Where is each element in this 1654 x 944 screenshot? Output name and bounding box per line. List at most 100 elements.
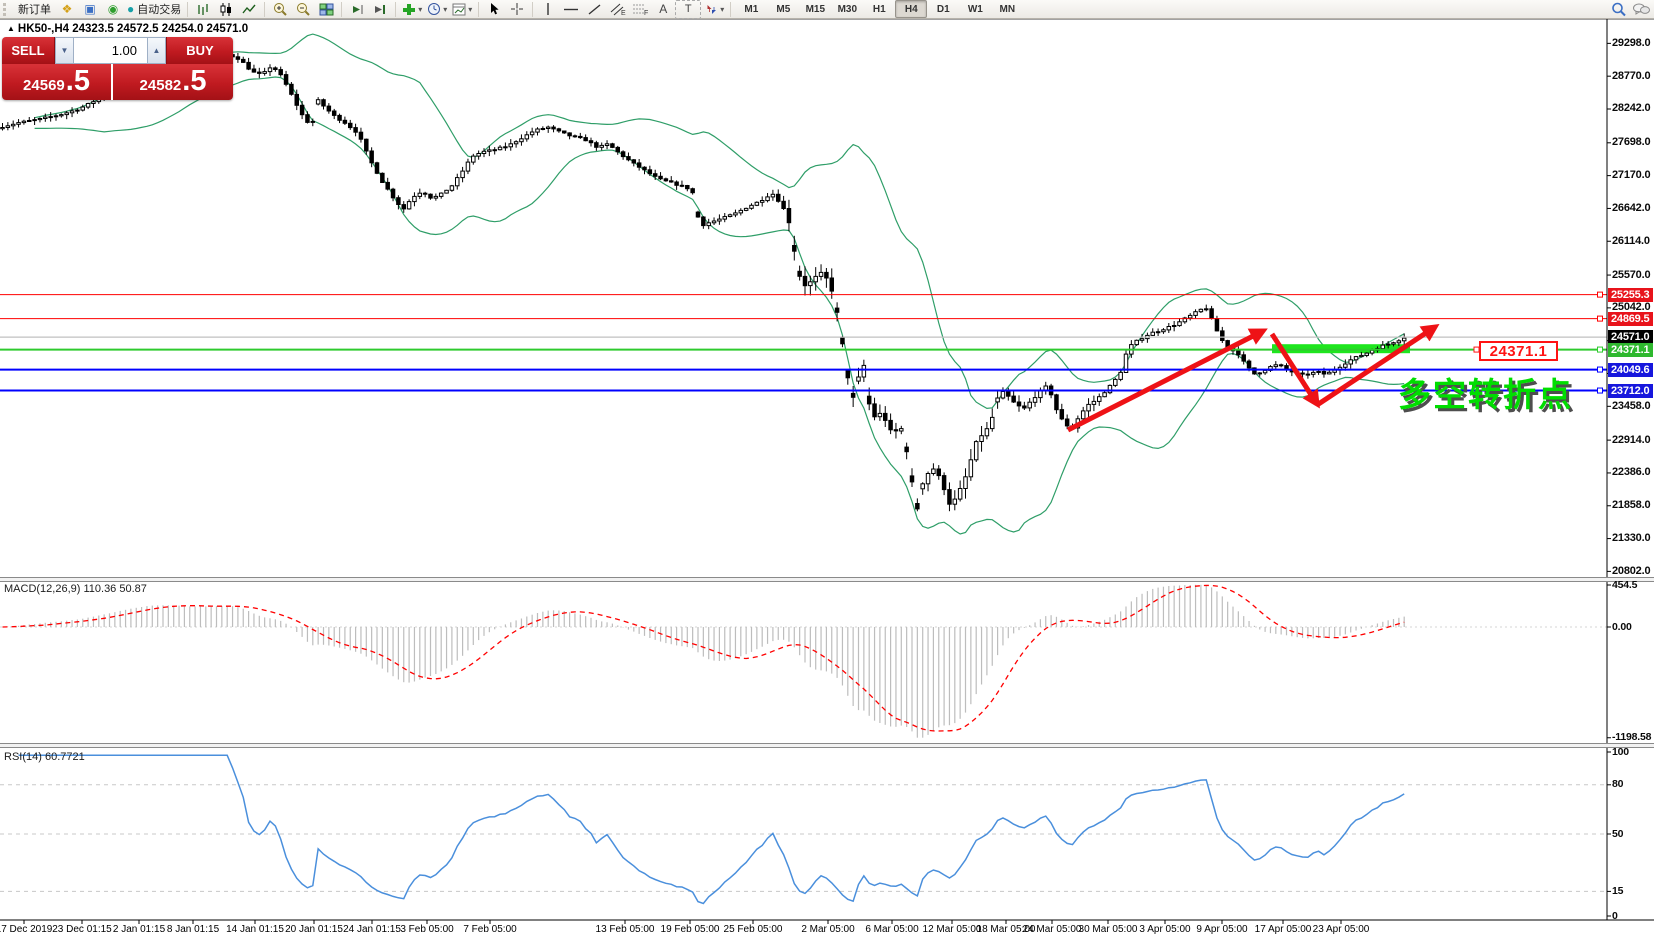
tf-button-mn[interactable]: MN xyxy=(999,3,1016,15)
periods-icon[interactable]: ▾ xyxy=(425,1,449,18)
auto-scroll-icon[interactable] xyxy=(346,1,368,18)
market-watch-icon[interactable]: ❖ xyxy=(61,2,73,16)
time-tick: 24 Jan 01:15 xyxy=(343,924,401,935)
search-icon[interactable] xyxy=(1608,1,1630,18)
trendline-icon[interactable] xyxy=(583,1,605,18)
horizontal-line-icon[interactable] xyxy=(560,1,582,18)
macd-tick: 454.5 xyxy=(1612,578,1638,591)
volume-increase-button[interactable]: ▲ xyxy=(147,37,166,64)
time-tick: 19 Feb 05:00 xyxy=(660,924,720,935)
tf-button-w1[interactable]: W1 xyxy=(967,3,983,15)
equidistant-channel-icon[interactable]: E xyxy=(606,1,628,18)
rsi-tick: 15 xyxy=(1612,884,1624,897)
zoom-in-icon[interactable] xyxy=(269,1,291,18)
main-chart-region[interactable] xyxy=(0,19,1607,578)
tf-button-h1[interactable]: H1 xyxy=(872,3,886,15)
time-tick: 25 Feb 05:00 xyxy=(723,924,783,935)
tf-button-m15[interactable]: M15 xyxy=(805,3,826,15)
svg-text:F: F xyxy=(644,10,648,16)
spin-up-icon: ▲ xyxy=(152,46,161,55)
volume-input[interactable]: 1.00 xyxy=(74,37,147,64)
timeframe-group: M1 M5 M15 M30 H1 H4 D1 W1 MN xyxy=(735,0,1023,18)
price-callout-box[interactable]: 24371.1 xyxy=(1479,341,1558,361)
rsi-tick: 100 xyxy=(1612,745,1629,758)
price-tick: 21330.0 xyxy=(1612,532,1651,545)
arrows-tool-icon[interactable]: ▾ xyxy=(702,1,726,18)
tile-windows-icon[interactable] xyxy=(315,1,337,18)
price-tick: 26642.0 xyxy=(1612,201,1651,214)
buy-button[interactable]: BUY xyxy=(166,37,233,64)
vertical-line-icon[interactable] xyxy=(537,1,559,18)
price-tick: 27170.0 xyxy=(1612,169,1651,182)
macd-tick: -1198.58 xyxy=(1612,731,1652,744)
alerts-icon[interactable]: ◉ xyxy=(107,2,119,16)
new-order-button[interactable]: 新订单 xyxy=(18,4,51,16)
macd-region[interactable] xyxy=(0,582,1607,744)
time-tick: 23 Apr 05:00 xyxy=(1312,924,1370,935)
time-tick: 12 Mar 05:00 xyxy=(922,924,982,935)
price-tick: 21858.0 xyxy=(1612,499,1651,512)
buy-price[interactable]: 24582.5 xyxy=(113,64,233,100)
svg-text:E: E xyxy=(621,10,626,16)
price-tick: 26114.0 xyxy=(1612,234,1650,247)
price-badge: 24371.1 xyxy=(1608,342,1653,357)
time-tick: 17 Dec 2019 xyxy=(0,924,53,935)
crosshair-icon[interactable] xyxy=(506,1,528,18)
indicators-add-icon[interactable]: ▾ xyxy=(400,1,424,18)
chart-title: ▲ HK50-,H4 24323.5 24572.5 24254.0 24571.… xyxy=(7,23,248,35)
cursor-icon[interactable] xyxy=(483,1,505,18)
zoom-out-icon[interactable] xyxy=(292,1,314,18)
time-tick: 23 Dec 01:15 xyxy=(52,924,112,935)
price-tick: 23458.0 xyxy=(1612,399,1651,412)
symbol-ohlc-text: HK50-,H4 24323.5 24572.5 24254.0 24571.0 xyxy=(17,23,249,35)
tf-button-m1[interactable]: M1 xyxy=(744,3,759,15)
time-tick: 13 Feb 05:00 xyxy=(595,924,655,935)
price-badge: 25255.3 xyxy=(1608,287,1653,302)
data-window-icon[interactable]: ▣ xyxy=(84,2,96,16)
sell-price[interactable]: 24569.5 xyxy=(2,64,113,100)
rsi-region[interactable] xyxy=(0,748,1607,920)
macd-rsi-splitter[interactable] xyxy=(0,743,1654,748)
chat-icon[interactable] xyxy=(1630,1,1652,18)
time-tick: 6 Mar 05:00 xyxy=(865,924,919,935)
price-badge: 24571.0 xyxy=(1608,330,1653,345)
turning-point-annotation[interactable]: 多空转折点 xyxy=(1398,376,1573,413)
rsi-label: RSI(14) 60.7721 xyxy=(4,751,85,763)
rsi-tick: 0 xyxy=(1612,909,1618,922)
chart-macd-splitter[interactable] xyxy=(0,577,1654,582)
price-badge: 23712.0 xyxy=(1608,383,1653,398)
tf-button-m30[interactable]: M30 xyxy=(837,3,858,15)
candlestick-chart-icon[interactable] xyxy=(215,1,237,18)
toolbar: 新订单 ❖ ▣ ◉ ● 自动交易 xyxy=(0,0,1654,19)
price-tick: 22914.0 xyxy=(1612,433,1651,446)
toolbar-grip xyxy=(3,2,10,16)
rsi-tick: 80 xyxy=(1612,778,1624,791)
time-tick: 8 Jan 01:15 xyxy=(166,924,220,935)
chart-shift-icon[interactable] xyxy=(369,1,391,18)
time-tick: 14 Jan 01:15 xyxy=(226,924,284,935)
autotrading-button[interactable]: ● 自动交易 xyxy=(125,1,183,18)
autotrading-label: 自动交易 xyxy=(137,4,182,16)
price-badge: 24869.5 xyxy=(1608,311,1653,326)
fibonacci-icon[interactable]: F xyxy=(629,1,651,18)
volume-decrease-button[interactable]: ▼ xyxy=(55,37,74,64)
collapse-triangle-icon[interactable]: ▲ xyxy=(7,24,15,33)
price-tick: 29298.0 xyxy=(1612,36,1651,49)
time-tick: 17 Apr 05:00 xyxy=(1254,924,1312,935)
templates-icon[interactable]: ▾ xyxy=(450,1,474,18)
line-chart-icon[interactable] xyxy=(238,1,260,18)
tf-button-h4[interactable]: H4 xyxy=(895,0,928,18)
price-tick: 25570.0 xyxy=(1612,268,1651,281)
price-tick: 25042.0 xyxy=(1612,301,1651,314)
text-icon[interactable]: A xyxy=(659,2,668,16)
tf-button-d1[interactable]: D1 xyxy=(936,3,950,15)
text-label-icon[interactable]: T xyxy=(675,0,702,19)
price-tick: 22386.0 xyxy=(1612,466,1651,479)
bar-chart-icon[interactable] xyxy=(192,1,214,18)
tf-button-m5[interactable]: M5 xyxy=(776,3,791,15)
price-badge: 24049.6 xyxy=(1608,362,1653,377)
price-tick: 28242.0 xyxy=(1612,102,1651,115)
sell-button[interactable]: SELL xyxy=(2,37,55,64)
macd-tick: 0.00 xyxy=(1612,620,1632,633)
